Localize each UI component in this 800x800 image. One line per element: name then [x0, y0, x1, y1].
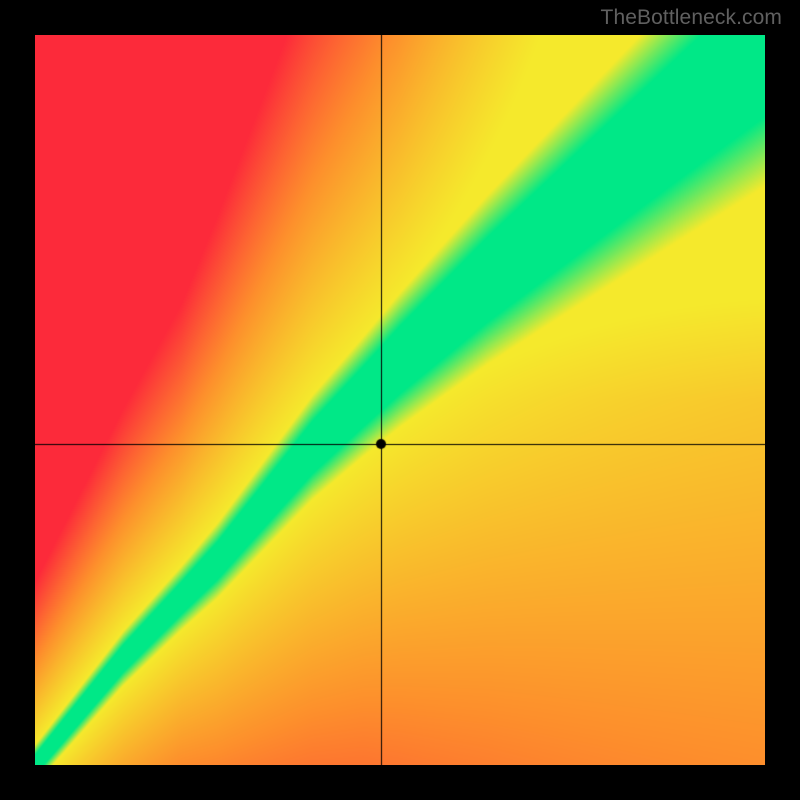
bottleneck-heatmap	[35, 35, 765, 765]
chart-container: TheBottleneck.com	[0, 0, 800, 800]
watermark-text: TheBottleneck.com	[601, 6, 782, 30]
